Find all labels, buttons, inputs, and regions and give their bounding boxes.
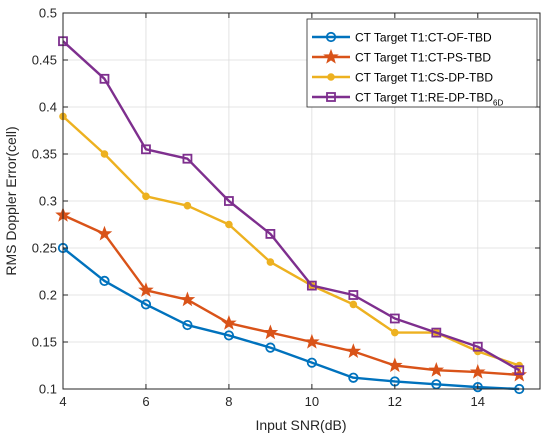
- legend-marker: [327, 73, 335, 81]
- legend-entry: CT Target T1:CT-PS-TBD: [312, 48, 491, 65]
- legend-label-subscript: 6D: [493, 99, 503, 108]
- series-line: [62, 40, 520, 372]
- data-point-square: [431, 327, 442, 338]
- x-tick-label: 14: [471, 394, 485, 409]
- y-tick-label: 0.15: [32, 335, 57, 350]
- data-point-square: [265, 228, 276, 239]
- x-tick-label: 6: [142, 394, 149, 409]
- y-axis-label: RMS Doppler Error(cell): [3, 126, 19, 275]
- legend-entry: CT Target T1:RE-DP-TBD6D: [312, 91, 503, 108]
- axis-ticks: 4 6 8 10 12 14 0.1 0.15 0.2 0.25 0.3 0.35 0.4 0.45 0.5: [32, 6, 540, 409]
- legend-label-text: CT Target T1:RE-DP-TBD: [355, 91, 493, 105]
- legend-marker: [326, 92, 336, 102]
- data-point-circle: [431, 379, 442, 390]
- data-point-circle: [348, 372, 359, 383]
- data-point-square: [224, 196, 234, 206]
- data-point-circle: [99, 275, 110, 286]
- data-point-star: [345, 343, 362, 359]
- data-point-circle: [265, 342, 276, 353]
- data-point-circle: [140, 299, 152, 310]
- data-point-square: [99, 73, 110, 84]
- series-line: [62, 247, 520, 391]
- legend: CT Target T1:CT-OF-TBD CT Target T1:CT-PS…: [306, 18, 538, 108]
- series-layer: [55, 36, 528, 395]
- data-point-star: [304, 333, 320, 349]
- legend-marker: [323, 48, 339, 64]
- y-tick-label: 0.5: [39, 6, 57, 21]
- data-point-circle: [182, 319, 193, 331]
- legend-label: CT Target T1:RE-DP-TBD6D: [355, 91, 503, 108]
- data-point-dot: [391, 328, 399, 337]
- data-point-star: [138, 282, 154, 297]
- y-tick-label: 0.4: [39, 100, 57, 115]
- data-point-square: [182, 153, 193, 164]
- data-point-dot: [266, 258, 275, 266]
- data-point-square: [389, 313, 400, 324]
- legend-label: CT Target T1:CT-PS-TBD: [355, 51, 491, 65]
- data-point-circle: [223, 330, 235, 341]
- y-tick-label: 0.2: [39, 288, 57, 303]
- y-tick-label: 0.35: [32, 147, 57, 162]
- y-tick-label: 0.3: [39, 194, 57, 209]
- x-tick-label: 12: [388, 394, 402, 409]
- data-point-star: [221, 315, 237, 330]
- legend-marker: [325, 31, 337, 43]
- series-4: [58, 36, 525, 376]
- data-point-star: [262, 324, 279, 340]
- data-point-circle: [472, 382, 483, 393]
- data-point-star: [96, 225, 113, 241]
- legend-label-text: CT Target T1:CT-OF-TBD: [355, 31, 492, 45]
- series-1: [57, 242, 525, 395]
- legend-entry: CT Target T1:CS-DP-TBD: [312, 71, 493, 85]
- data-point-dot: [225, 220, 233, 229]
- data-point-star: [387, 357, 403, 373]
- legend-label-text: CT Target T1:CT-PS-TBD: [355, 51, 491, 65]
- data-point-square: [141, 144, 151, 155]
- data-point-dot: [142, 192, 150, 201]
- y-tick-label: 0.1: [39, 382, 57, 397]
- data-point-circle: [306, 357, 317, 368]
- data-point-dot: [100, 150, 109, 158]
- data-point-dot: [349, 300, 358, 309]
- x-tick-label: 8: [225, 394, 232, 409]
- legend-label: CT Target T1:CS-DP-TBD: [355, 71, 493, 85]
- legend-entry: CT Target T1:CT-OF-TBD: [312, 31, 492, 45]
- data-point-star: [428, 362, 445, 377]
- data-point-square: [472, 341, 483, 352]
- y-tick-label: 0.25: [32, 241, 57, 256]
- x-tick-label: 10: [305, 394, 319, 409]
- legend-label: CT Target T1:CT-OF-TBD: [355, 31, 492, 45]
- series-line: [62, 214, 520, 377]
- data-point-star: [470, 363, 486, 379]
- data-point-star: [179, 291, 196, 307]
- x-tick-label: 4: [59, 394, 66, 409]
- series-2: [55, 206, 528, 382]
- y-tick-label: 0.45: [32, 53, 57, 68]
- legend-box: [306, 18, 538, 108]
- data-point-dot: [183, 201, 192, 210]
- legend-label-text: CT Target T1:CS-DP-TBD: [355, 71, 493, 85]
- data-point-square: [306, 280, 317, 291]
- x-axis-label: Input SNR(dB): [255, 417, 346, 433]
- data-point-square: [514, 365, 525, 376]
- data-point-square: [348, 290, 359, 300]
